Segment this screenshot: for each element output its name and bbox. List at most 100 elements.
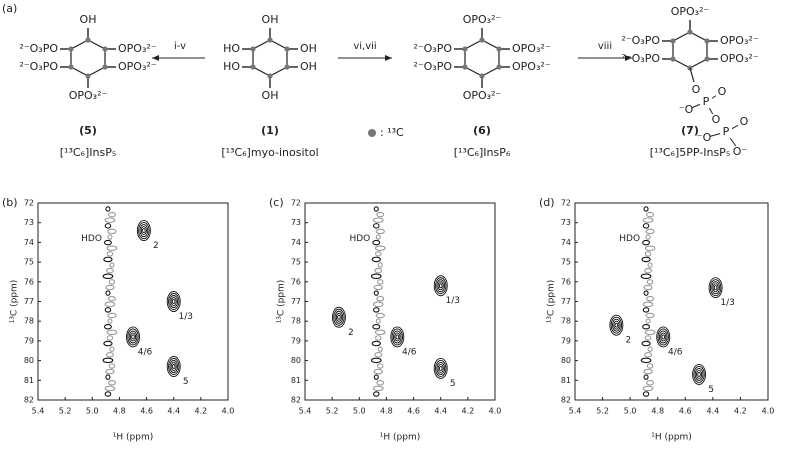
hdo-contour bbox=[641, 340, 651, 347]
hdo-contour bbox=[377, 346, 383, 352]
carbon-dot bbox=[102, 46, 108, 52]
peak-label: 5 bbox=[708, 385, 714, 395]
peak-contour bbox=[692, 363, 707, 385]
substituent: ²⁻O₃PO bbox=[413, 42, 452, 55]
hdo-contour bbox=[373, 307, 380, 313]
hdo-contour bbox=[643, 368, 653, 375]
substituent: HO bbox=[223, 60, 240, 73]
substituent: OH bbox=[262, 13, 279, 26]
peak-label: 4/6 bbox=[668, 347, 683, 357]
peak-contour bbox=[609, 314, 624, 336]
peak-contour bbox=[138, 222, 150, 240]
y-tick-label: 80 bbox=[291, 356, 301, 365]
hdo-contour bbox=[108, 363, 116, 369]
hdo-contour bbox=[105, 284, 115, 291]
x-tick-label: 4.2 bbox=[734, 407, 747, 416]
hdo-contour bbox=[374, 352, 383, 358]
carbon-dot bbox=[670, 56, 676, 62]
hdo-contour bbox=[643, 290, 649, 296]
y-axis-title: ¹³C (ppm) bbox=[10, 280, 20, 324]
peak-contour bbox=[131, 334, 135, 340]
peak-label: 5 bbox=[183, 377, 189, 387]
y-tick-label: 75 bbox=[291, 258, 301, 267]
peak bbox=[656, 326, 671, 348]
ring bbox=[252, 39, 288, 77]
hdo-contour bbox=[109, 262, 115, 268]
peak-contour bbox=[694, 367, 704, 381]
bond bbox=[689, 67, 695, 83]
hdo-contour bbox=[373, 391, 380, 397]
hdo-contour bbox=[372, 385, 384, 392]
substituent: OPO₃²⁻ bbox=[118, 42, 157, 55]
y-tick-label: 72 bbox=[291, 199, 301, 208]
hdo-contour bbox=[644, 335, 652, 341]
atom-bg bbox=[698, 132, 710, 144]
hdo-contour bbox=[104, 307, 112, 313]
substituent: OH bbox=[300, 42, 317, 55]
atom-bg bbox=[738, 116, 750, 128]
hdo-contour bbox=[642, 307, 650, 313]
peak-contour bbox=[433, 275, 448, 297]
hdo-contour bbox=[370, 357, 382, 364]
carbon-dot bbox=[267, 37, 273, 43]
hdo-contour bbox=[372, 323, 381, 330]
y-tick-label: 75 bbox=[24, 258, 34, 267]
hdo-contour bbox=[375, 228, 385, 235]
substituent: OPO₃²⁻ bbox=[512, 42, 551, 55]
hdo-contour bbox=[377, 363, 384, 369]
carbon-dot bbox=[85, 73, 91, 79]
hdo-contour bbox=[104, 301, 116, 308]
hdo-contour bbox=[644, 329, 656, 336]
y-tick-label: 73 bbox=[291, 218, 301, 227]
panel-label: (d) bbox=[539, 196, 555, 209]
peak-contour bbox=[395, 334, 400, 340]
hdo-contour bbox=[647, 262, 653, 268]
substituent: HO bbox=[223, 42, 240, 55]
substituent: OPO₃²⁻ bbox=[512, 60, 551, 73]
substituent: OPO₃²⁻ bbox=[69, 89, 108, 102]
peak-contour bbox=[435, 277, 447, 295]
x-tick-label: 4.4 bbox=[706, 407, 719, 416]
hdo-contour bbox=[107, 312, 117, 319]
y-tick-label: 81 bbox=[561, 376, 571, 385]
substituent: OPO₃²⁻ bbox=[463, 89, 502, 102]
atom-bg bbox=[734, 146, 746, 158]
carbon-dot bbox=[704, 56, 710, 62]
x-tick-label: 5.4 bbox=[569, 407, 582, 416]
peak-contour bbox=[693, 365, 705, 383]
peak-contour bbox=[136, 220, 151, 242]
x-tick-label: 4.8 bbox=[651, 407, 664, 416]
ring bbox=[464, 39, 500, 77]
peak-contour bbox=[436, 362, 446, 375]
hdo-contour bbox=[373, 374, 379, 380]
hdo-contour bbox=[104, 391, 112, 397]
peak bbox=[692, 363, 707, 385]
x-tick-label: 4.4 bbox=[434, 407, 447, 416]
hdo-contour bbox=[375, 251, 382, 257]
hdo-contour bbox=[374, 267, 383, 274]
peak-label: 2 bbox=[625, 336, 631, 346]
hdo-contour bbox=[646, 363, 654, 369]
x-tick-label: 5.2 bbox=[59, 407, 72, 416]
y-tick-label: 77 bbox=[291, 297, 301, 306]
hdo-contour bbox=[641, 256, 651, 263]
y-tick-label: 79 bbox=[561, 336, 571, 345]
y-tick-label: 73 bbox=[24, 218, 34, 227]
hdo-contour bbox=[105, 267, 114, 274]
peak-contour bbox=[708, 277, 723, 299]
hdo-contour bbox=[373, 206, 379, 212]
compound-number: (5) bbox=[79, 124, 97, 137]
peak-contour bbox=[166, 291, 181, 312]
peak-contour bbox=[170, 362, 177, 371]
peak-contour bbox=[658, 330, 668, 344]
x-axis-title: ¹H (ppm) bbox=[651, 433, 691, 443]
arrow-label: i-v bbox=[174, 41, 186, 52]
peak-contour bbox=[711, 281, 720, 295]
x-tick-label: 4.2 bbox=[461, 407, 474, 416]
hdo-contour bbox=[103, 340, 113, 347]
hdo-contour bbox=[372, 301, 384, 308]
peak-contour bbox=[433, 358, 448, 379]
peak bbox=[166, 291, 181, 312]
peak-contour bbox=[438, 366, 443, 371]
